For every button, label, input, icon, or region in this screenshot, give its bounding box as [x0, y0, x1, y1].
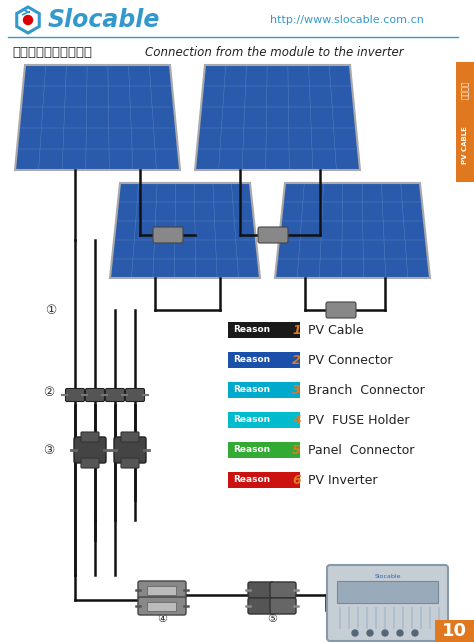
Text: PV CABLE: PV CABLE: [462, 126, 468, 164]
FancyBboxPatch shape: [74, 437, 106, 463]
Text: 1: 1: [292, 324, 301, 336]
FancyBboxPatch shape: [85, 388, 104, 401]
Text: Reason: Reason: [233, 476, 270, 485]
Text: Reason: Reason: [233, 446, 270, 455]
FancyBboxPatch shape: [228, 352, 300, 368]
FancyBboxPatch shape: [147, 586, 176, 594]
Text: 5: 5: [292, 444, 301, 456]
Text: ③: ③: [43, 444, 54, 456]
Text: ①: ①: [45, 304, 56, 317]
FancyBboxPatch shape: [138, 597, 186, 615]
Text: 2: 2: [292, 354, 301, 367]
FancyBboxPatch shape: [228, 472, 300, 488]
Text: Slocable: Slocable: [48, 8, 160, 32]
Text: 3: 3: [292, 383, 301, 397]
Circle shape: [352, 630, 358, 636]
Polygon shape: [275, 183, 430, 278]
Text: Reason: Reason: [233, 385, 270, 394]
Circle shape: [412, 630, 418, 636]
Text: 从组件到逆变器的连接: 从组件到逆变器的连接: [12, 46, 92, 60]
Circle shape: [382, 630, 388, 636]
FancyBboxPatch shape: [121, 458, 139, 468]
FancyBboxPatch shape: [228, 382, 300, 398]
Polygon shape: [15, 65, 180, 170]
FancyBboxPatch shape: [270, 582, 296, 598]
FancyBboxPatch shape: [121, 432, 139, 442]
FancyBboxPatch shape: [456, 62, 474, 182]
Text: PV Inverter: PV Inverter: [308, 474, 377, 487]
FancyBboxPatch shape: [228, 442, 300, 458]
FancyBboxPatch shape: [81, 432, 99, 442]
Text: ②: ②: [43, 386, 54, 399]
FancyBboxPatch shape: [337, 581, 438, 603]
FancyBboxPatch shape: [326, 302, 356, 318]
FancyBboxPatch shape: [228, 412, 300, 428]
FancyBboxPatch shape: [81, 458, 99, 468]
FancyBboxPatch shape: [228, 322, 300, 338]
FancyBboxPatch shape: [138, 581, 186, 599]
Circle shape: [24, 15, 33, 24]
Circle shape: [367, 630, 373, 636]
FancyBboxPatch shape: [106, 388, 125, 401]
Text: 6: 6: [292, 474, 301, 487]
FancyBboxPatch shape: [126, 388, 145, 401]
FancyBboxPatch shape: [435, 620, 474, 642]
Polygon shape: [110, 183, 260, 278]
FancyBboxPatch shape: [248, 582, 274, 598]
Text: PV Connector: PV Connector: [308, 354, 392, 367]
FancyBboxPatch shape: [153, 227, 183, 243]
Polygon shape: [195, 65, 360, 170]
FancyBboxPatch shape: [114, 437, 146, 463]
Text: Connection from the module to the inverter: Connection from the module to the invert…: [145, 46, 404, 60]
Text: PV Cable: PV Cable: [308, 324, 364, 336]
FancyBboxPatch shape: [147, 602, 176, 611]
FancyBboxPatch shape: [65, 388, 84, 401]
Text: 4: 4: [292, 413, 301, 426]
Text: 光伏电缆: 光伏电缆: [461, 81, 470, 100]
FancyBboxPatch shape: [270, 598, 296, 614]
Text: Slocable: Slocable: [374, 573, 401, 578]
Text: ④: ④: [157, 614, 167, 624]
Text: PV  FUSE Holder: PV FUSE Holder: [308, 413, 410, 426]
Text: Panel  Connector: Panel Connector: [308, 444, 414, 456]
Text: Reason: Reason: [233, 415, 270, 424]
Circle shape: [397, 630, 403, 636]
Text: Reason: Reason: [233, 325, 270, 334]
Text: Branch  Connector: Branch Connector: [308, 383, 425, 397]
Text: Reason: Reason: [233, 356, 270, 365]
FancyBboxPatch shape: [327, 565, 448, 641]
Text: ⑤: ⑤: [267, 614, 277, 624]
FancyBboxPatch shape: [248, 598, 274, 614]
Text: 10: 10: [442, 622, 467, 640]
Text: http://www.slocable.com.cn: http://www.slocable.com.cn: [270, 15, 424, 25]
FancyBboxPatch shape: [258, 227, 288, 243]
